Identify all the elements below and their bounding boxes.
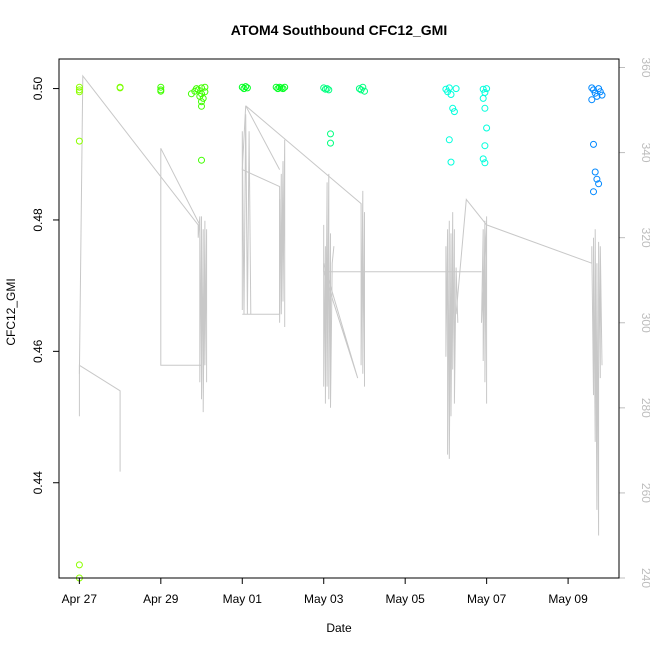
- data-point: [481, 159, 489, 167]
- data-points-layer: [75, 83, 606, 582]
- x-tick-label: May 09: [548, 592, 588, 606]
- secondary-track-line: [323, 263, 482, 379]
- data-point: [593, 92, 601, 100]
- data-point: [598, 91, 606, 99]
- axes-layer: Apr 27 Apr 29 May 01 May 03 May 05 May 07 May …: [31, 57, 650, 606]
- data-point: [243, 84, 251, 92]
- y-tick-label: 0.50: [31, 77, 45, 101]
- secondary-track-layer: [78, 74, 603, 536]
- data-point: [479, 94, 487, 102]
- y2-tick-label: 300: [639, 313, 650, 333]
- data-point: [75, 86, 83, 94]
- data-point: [75, 88, 83, 96]
- data-point: [325, 86, 333, 94]
- x-tick-label: May 05: [386, 592, 426, 606]
- x-tick-label: Apr 29: [143, 592, 179, 606]
- data-point: [198, 84, 205, 92]
- y-tick-label: 0.48: [31, 208, 45, 232]
- data-point: [483, 85, 491, 93]
- secondary-track-line: [445, 212, 459, 459]
- secondary-track-line: [160, 148, 202, 366]
- data-point: [274, 85, 282, 93]
- secondary-track-line: [279, 139, 286, 327]
- data-point: [595, 180, 603, 188]
- data-point: [591, 168, 599, 176]
- data-point: [198, 98, 205, 106]
- x-tick-label: Apr 27: [62, 592, 98, 606]
- data-point: [198, 102, 205, 110]
- data-point: [593, 175, 601, 183]
- data-point: [323, 85, 331, 93]
- x-tick-label: May 03: [304, 592, 344, 606]
- data-point: [75, 137, 83, 145]
- plot-frame: [58, 58, 620, 579]
- data-point: [238, 83, 246, 91]
- data-point: [198, 156, 205, 164]
- data-point: [481, 142, 489, 150]
- data-point: [240, 85, 248, 93]
- y-axis-label: CFC12_GMI: [4, 278, 18, 345]
- data-point: [279, 85, 287, 93]
- data-point: [242, 83, 250, 91]
- data-point: [447, 91, 455, 98]
- chart-title: ATOM4 Southbound CFC12_GMI: [231, 22, 447, 38]
- secondary-track-line: [486, 224, 603, 536]
- data-point: [359, 83, 367, 91]
- data-point: [483, 124, 491, 132]
- data-point: [481, 104, 489, 112]
- data-point: [327, 130, 334, 138]
- data-point: [157, 83, 165, 91]
- data-point: [75, 561, 83, 569]
- data-point: [452, 85, 460, 93]
- data-point: [75, 83, 83, 91]
- data-point: [596, 88, 604, 96]
- secondary-track-line: [455, 198, 488, 404]
- data-point: [361, 87, 368, 95]
- y-tick-label: 0.44: [31, 471, 45, 495]
- data-point: [590, 140, 597, 148]
- data-point: [327, 139, 334, 147]
- data-point: [272, 83, 280, 91]
- data-point: [479, 155, 487, 163]
- data-point: [445, 84, 453, 92]
- y-tick-label: 0.46: [31, 339, 45, 363]
- data-point: [201, 88, 209, 96]
- y2-tick-label: 340: [639, 143, 650, 163]
- data-point: [157, 86, 165, 94]
- y2-tick-label: 260: [639, 483, 650, 503]
- secondary-track-line: [245, 105, 365, 387]
- data-point: [479, 85, 487, 93]
- y2-tick-label: 360: [639, 57, 650, 77]
- secondary-track-line: [78, 74, 208, 413]
- x-tick-label: May 07: [467, 592, 507, 606]
- data-point: [590, 188, 597, 196]
- data-point: [450, 108, 458, 116]
- data-point: [588, 96, 596, 104]
- secondary-track-line: [241, 105, 281, 315]
- data-point: [116, 84, 124, 92]
- y2-tick-label: 320: [639, 228, 650, 248]
- data-point: [588, 84, 596, 92]
- y2-tick-label: 280: [639, 398, 650, 418]
- secondary-track-line: [78, 364, 121, 472]
- y2-tick-label: 240: [639, 568, 650, 588]
- data-point: [193, 85, 200, 93]
- data-point: [590, 86, 597, 94]
- data-point: [281, 83, 289, 91]
- data-point: [447, 158, 455, 166]
- data-point: [449, 104, 457, 112]
- data-point: [201, 83, 209, 91]
- x-tick-label: May 01: [223, 592, 263, 606]
- x-axis-label: Date: [326, 621, 352, 635]
- data-point: [199, 94, 207, 102]
- data-point: [445, 136, 453, 144]
